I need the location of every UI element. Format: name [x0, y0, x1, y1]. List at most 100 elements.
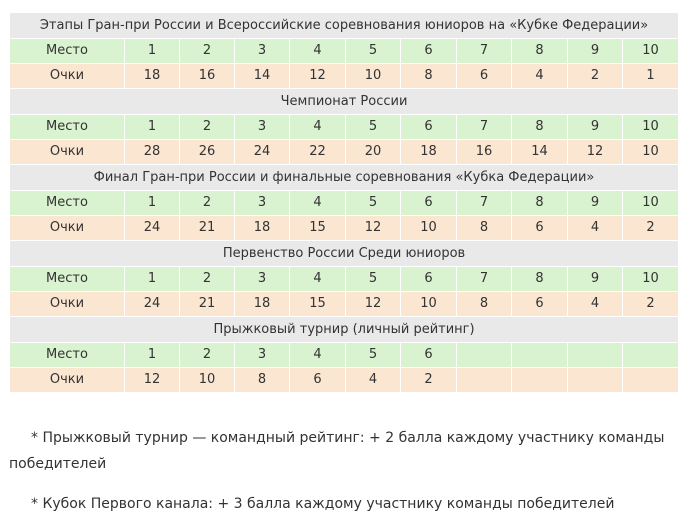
place-cell: 5 — [345, 38, 401, 64]
points-cell: 12 — [345, 291, 401, 317]
place-cell: 10 — [621, 190, 680, 216]
place-cell: 2 — [179, 38, 235, 64]
points-row-label: Очки — [9, 63, 125, 89]
place-cell: 9 — [567, 114, 623, 140]
points-cell: 10 — [345, 63, 401, 89]
points-cell: 16 — [456, 139, 512, 165]
place-cell: 2 — [179, 190, 235, 216]
points-cell: 4 — [345, 367, 401, 393]
points-cell: 2 — [567, 63, 623, 89]
points-cell: 10 — [621, 139, 680, 165]
place-row-label: Место — [9, 114, 125, 140]
place-row: Место 1 2 3 4 5 6 7 8 9 10 — [9, 190, 680, 216]
place-cell: 8 — [511, 114, 568, 140]
place-cell — [456, 342, 512, 368]
place-cell: 2 — [179, 114, 235, 140]
points-cell — [621, 367, 680, 393]
section-title: Первенство России Среди юниоров — [8, 240, 680, 267]
place-cell: 3 — [234, 38, 290, 64]
place-cell: 9 — [567, 266, 623, 292]
points-cell: 21 — [179, 215, 235, 241]
points-row: Очки 18 16 14 12 10 8 6 4 2 1 — [9, 63, 680, 89]
place-row: Место 1 2 3 4 5 6 — [9, 342, 680, 368]
points-row: Очки 28 26 24 22 20 18 16 14 12 10 — [9, 139, 680, 165]
place-cell: 1 — [124, 190, 180, 216]
place-cell: 8 — [511, 38, 568, 64]
points-cell: 2 — [621, 291, 680, 317]
points-cell: 10 — [400, 291, 457, 317]
points-cell: 14 — [234, 63, 290, 89]
points-row-label: Очки — [9, 215, 125, 241]
points-cell — [567, 367, 623, 393]
points-cell: 26 — [179, 139, 235, 165]
place-cell: 6 — [400, 114, 457, 140]
place-cell: 4 — [289, 342, 346, 368]
points-cell: 10 — [179, 367, 235, 393]
points-cell: 12 — [289, 63, 346, 89]
points-cell: 18 — [400, 139, 457, 165]
points-row-label: Очки — [9, 291, 125, 317]
place-cell: 6 — [400, 342, 457, 368]
points-cell: 10 — [400, 215, 457, 241]
place-cell: 5 — [345, 266, 401, 292]
points-cell: 24 — [124, 291, 180, 317]
points-cell: 24 — [234, 139, 290, 165]
place-row-label: Место — [9, 190, 125, 216]
footnote-team-jump: * Прыжковый турнир — командный рейтинг: … — [9, 430, 665, 472]
place-cell: 10 — [621, 38, 680, 64]
place-cell: 7 — [456, 114, 512, 140]
points-cell: 12 — [124, 367, 180, 393]
points-cell: 8 — [234, 367, 290, 393]
place-cell — [511, 342, 568, 368]
place-cell: 5 — [345, 342, 401, 368]
footnote-channel-one-cup: * Кубок Первого канала: + 3 балла каждом… — [31, 496, 615, 512]
place-cell: 1 — [124, 38, 180, 64]
place-cell: 10 — [621, 266, 680, 292]
place-row-label: Место — [9, 266, 125, 292]
points-cell: 21 — [179, 291, 235, 317]
place-cell: 8 — [511, 266, 568, 292]
section-title: Чемпионат России — [8, 88, 680, 115]
place-cell: 4 — [289, 266, 346, 292]
place-cell: 7 — [456, 190, 512, 216]
points-cell: 18 — [234, 215, 290, 241]
footnotes: * Прыжковый турнир — командный рейтинг: … — [9, 425, 674, 517]
place-cell: 1 — [124, 266, 180, 292]
place-cell: 8 — [511, 190, 568, 216]
place-cell: 9 — [567, 190, 623, 216]
place-cell: 2 — [179, 342, 235, 368]
points-table-body: Этапы Гран-при России и Всероссийские со… — [8, 12, 680, 393]
place-row-label: Место — [9, 342, 125, 368]
points-cell: 16 — [179, 63, 235, 89]
place-cell: 6 — [400, 190, 457, 216]
points-cell: 2 — [621, 215, 680, 241]
points-cell: 4 — [511, 63, 568, 89]
section-title-row: Первенство России Среди юниоров — [8, 240, 680, 267]
place-cell — [567, 342, 623, 368]
points-cell: 28 — [124, 139, 180, 165]
points-cell — [511, 367, 568, 393]
points-cell: 2 — [400, 367, 457, 393]
points-cell: 6 — [289, 367, 346, 393]
points-cell: 15 — [289, 215, 346, 241]
place-cell: 1 — [124, 342, 180, 368]
points-cell: 20 — [345, 139, 401, 165]
points-cell: 6 — [456, 63, 512, 89]
points-cell: 8 — [456, 215, 512, 241]
place-cell: 5 — [345, 114, 401, 140]
place-cell: 4 — [289, 114, 346, 140]
points-cell: 4 — [567, 291, 623, 317]
points-cell: 12 — [567, 139, 623, 165]
points-cell: 15 — [289, 291, 346, 317]
place-row: Место 1 2 3 4 5 6 7 8 9 10 — [9, 266, 680, 292]
points-cell: 24 — [124, 215, 180, 241]
place-cell: 3 — [234, 114, 290, 140]
section-title: Этапы Гран-при России и Всероссийские со… — [8, 12, 680, 39]
points-cell: 8 — [400, 63, 457, 89]
section-title: Прыжковый турнир (личный рейтинг) — [8, 316, 680, 343]
place-cell: 6 — [400, 38, 457, 64]
place-cell: 6 — [400, 266, 457, 292]
points-cell: 1 — [621, 63, 680, 89]
points-cell: 6 — [511, 291, 568, 317]
place-cell — [621, 342, 680, 368]
